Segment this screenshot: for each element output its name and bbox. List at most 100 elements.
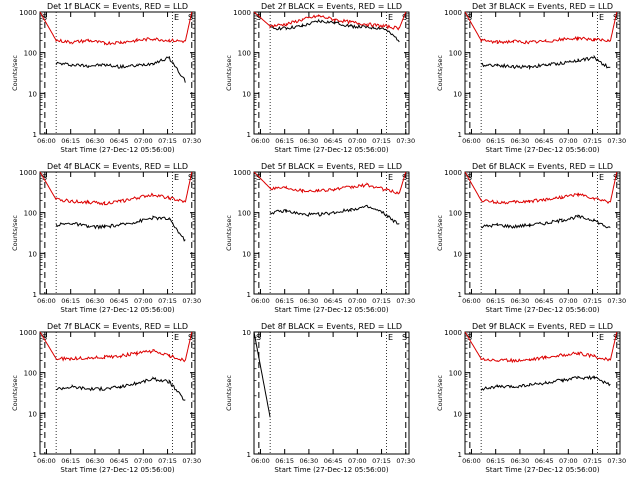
marker-e: E: [388, 173, 393, 182]
series-line-lld: [39, 331, 193, 363]
x-tick-label: 07:15: [583, 297, 602, 305]
y-tick-label: 100: [449, 370, 462, 378]
panel-det-4: Det 4f BLACK = Events, RED = LLD 1 10 100 10…: [11, 162, 201, 314]
marker-e: E: [599, 333, 604, 342]
y-axis-label: Counts/sec: [11, 375, 19, 411]
x-tick-label: 06:00: [462, 137, 481, 145]
marker-e: E: [388, 333, 393, 342]
y-tick-label: 1: [33, 451, 37, 459]
plot-frame: [464, 11, 621, 135]
y-tick-label: 10: [453, 410, 462, 418]
panel-det-2: Det 2f BLACK = Events, RED = LLD 1 10 100 10…: [225, 2, 415, 154]
x-tick-label: 07:00: [134, 137, 153, 145]
series-line-events: [480, 214, 611, 229]
x-tick-label: 06:15: [275, 137, 294, 145]
marker-s: S: [256, 333, 261, 342]
x-tick-label: 06:30: [300, 137, 319, 145]
x-tick-label: 06:00: [462, 297, 481, 305]
series-line-events: [253, 331, 271, 418]
marker-e: E: [174, 333, 179, 342]
y-tick-label: 100: [24, 50, 37, 58]
y-axis-label: Counts/sec: [225, 215, 233, 251]
x-tick-label: 06:15: [275, 457, 294, 465]
x-tick-label: 06:15: [61, 457, 80, 465]
y-axis-label: Counts/sec: [436, 375, 444, 411]
series-line-lld: [464, 11, 618, 45]
y-tick-label: 10: [28, 250, 37, 258]
x-axis-label: Start Time (27-Dec-12 05:56:00): [485, 466, 599, 474]
x-tick-label: 06:45: [110, 457, 129, 465]
x-tick-label: 07:30: [182, 297, 201, 305]
x-tick-label: 06:00: [37, 457, 56, 465]
marker-s-right: S: [402, 333, 407, 342]
plot-frame: [39, 171, 196, 295]
y-tick-label: 1: [247, 131, 251, 139]
panel-title: Det 4f BLACK = Events, RED = LLD: [47, 162, 188, 171]
panel-det-7: Det 7f BLACK = Events, RED = LLD 1 10 100 10…: [11, 322, 201, 474]
x-tick-label: 07:15: [158, 137, 177, 145]
y-tick-label: 1: [33, 291, 37, 299]
x-axis-label: Start Time (27-Dec-12 05:56:00): [274, 146, 388, 154]
y-tick-label: 1000: [233, 169, 251, 177]
x-tick-label: 07:30: [182, 457, 201, 465]
y-tick-label: 1: [247, 451, 251, 459]
series-line-events: [269, 204, 400, 225]
panel-det-3: Det 3f BLACK = Events, RED = LLD 1 10 100 10…: [436, 2, 626, 154]
y-tick-label: 100: [238, 50, 251, 58]
y-tick-label: 10: [28, 410, 37, 418]
y-axis-label: Counts/sec: [11, 215, 19, 251]
x-tick-label: 06:45: [110, 297, 129, 305]
plot-frame: [253, 171, 410, 295]
marker-s-right: S: [402, 13, 407, 22]
marker-e: E: [174, 13, 179, 22]
series-line-lld: [464, 171, 618, 205]
y-tick-label: 100: [449, 210, 462, 218]
y-tick-label: 1: [458, 451, 462, 459]
x-tick-label: 07:00: [559, 297, 578, 305]
panel-det-6: Det 6f BLACK = Events, RED = LLD 1 10 100 10…: [436, 162, 626, 314]
series-line-events: [480, 54, 611, 71]
x-tick-label: 07:00: [348, 457, 367, 465]
y-axis-label: Counts/sec: [225, 55, 233, 91]
x-tick-label: 07:15: [372, 297, 391, 305]
panel-title: Det 2f BLACK = Events, RED = LLD: [261, 2, 402, 11]
panel-det-1: Det 1f BLACK = Events, RED = LLD 1 10 100 10…: [11, 2, 201, 154]
plot-frame: [464, 331, 621, 455]
y-tick-label: 10: [453, 90, 462, 98]
x-axis-label: Start Time (27-Dec-12 05:56:00): [274, 306, 388, 314]
x-tick-label: 07:15: [158, 297, 177, 305]
x-tick-label: 06:15: [486, 457, 505, 465]
x-tick-label: 06:30: [300, 297, 319, 305]
y-tick-label: 10: [242, 329, 251, 337]
x-tick-label: 07:15: [372, 457, 391, 465]
marker-s: S: [256, 13, 261, 22]
x-tick-label: 06:00: [37, 297, 56, 305]
marker-e: E: [599, 13, 604, 22]
x-tick-label: 06:15: [275, 297, 294, 305]
x-tick-label: 07:00: [348, 137, 367, 145]
y-tick-label: 10: [242, 90, 251, 98]
plot-frame: [464, 171, 621, 295]
x-tick-label: 06:30: [86, 137, 105, 145]
plot-frame: [253, 331, 410, 455]
x-tick-label: 06:30: [511, 297, 530, 305]
series-line-lld: [253, 11, 407, 31]
panel-det-8: Det 8f BLACK = Events, RED = LLD 1 10 Count…: [225, 322, 415, 474]
x-tick-label: 07:30: [396, 297, 415, 305]
y-tick-label: 1000: [19, 169, 37, 177]
x-tick-label: 07:30: [182, 137, 201, 145]
series-line-events: [480, 374, 611, 391]
y-tick-label: 1000: [233, 9, 251, 17]
y-tick-label: 1000: [444, 9, 462, 17]
panel-title: Det 7f BLACK = Events, RED = LLD: [47, 322, 188, 331]
y-axis-label: Counts/sec: [11, 55, 19, 91]
x-tick-label: 07:30: [607, 137, 626, 145]
series-line-events: [55, 56, 186, 83]
y-tick-label: 1: [33, 131, 37, 139]
x-tick-label: 07:00: [559, 137, 578, 145]
x-axis-label: Start Time (27-Dec-12 05:56:00): [60, 306, 174, 314]
series-line-events: [55, 215, 186, 242]
x-tick-label: 06:30: [300, 457, 319, 465]
series-line-lld: [39, 171, 193, 206]
